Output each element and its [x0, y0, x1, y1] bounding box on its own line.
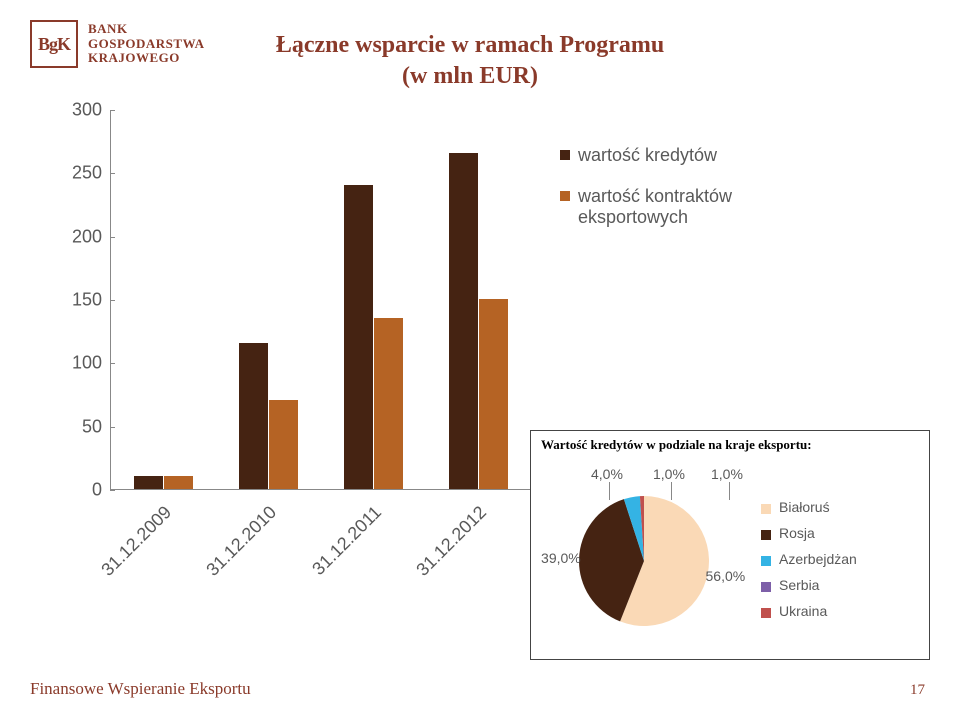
y-tick-label: 200 — [60, 226, 102, 247]
page-number: 17 — [910, 682, 925, 699]
leader-line — [671, 482, 672, 500]
brand-line2: GOSPODARSTWA — [88, 37, 205, 52]
bar — [479, 299, 508, 489]
leader-line — [609, 482, 610, 500]
bar — [269, 400, 298, 489]
bar-chart-title: Łączne wsparcie w ramach Programu(w mln … — [230, 30, 710, 92]
y-tick-mark — [110, 490, 115, 491]
legend-swatch — [761, 582, 771, 592]
legend-label: Ukraina — [779, 603, 827, 619]
pie-svg — [579, 496, 709, 626]
bar-plot-area — [110, 110, 530, 490]
pie-chart-title: Wartość kredytów w podziale na kraje eks… — [531, 431, 929, 455]
pie-legend-item: Ukraina — [761, 603, 857, 619]
x-category-label: 31.12.2011 — [371, 502, 386, 517]
legend-swatch — [761, 556, 771, 566]
y-tick-mark — [110, 237, 115, 238]
y-tick-mark — [110, 173, 115, 174]
logo-letters: BgK — [38, 34, 70, 55]
pie-slice-label: 39,0% — [541, 550, 581, 566]
bar-legend-item: wartość kredytów — [560, 145, 738, 166]
legend-label: Białoruś — [779, 499, 830, 515]
y-tick-label: 100 — [60, 353, 102, 374]
x-category-label: 31.12.2012 — [476, 502, 491, 517]
legend-label: wartość kontraktów eksportowych — [578, 186, 738, 228]
pie-legend-item: Azerbejdżan — [761, 551, 857, 567]
y-tick-label: 250 — [60, 163, 102, 184]
y-tick-mark — [110, 363, 115, 364]
leader-line — [729, 482, 730, 500]
x-category-label: 31.12.2010 — [266, 502, 281, 517]
legend-swatch — [560, 191, 570, 201]
y-tick-mark — [110, 300, 115, 301]
bar — [239, 343, 268, 489]
y-tick-mark — [110, 427, 115, 428]
pie-slice-label: 56,0% — [706, 568, 746, 584]
bar — [344, 185, 373, 489]
y-tick-label: 300 — [60, 100, 102, 121]
pie-small-label: 1,0% — [711, 466, 743, 482]
brand-name: BANK GOSPODARSTWA KRAJOWEGO — [88, 22, 205, 67]
pie-wrap: 56,0% 39,0% 4,0% 1,0% 1,0% — [531, 458, 761, 648]
y-tick-label: 0 — [60, 480, 102, 501]
legend-label: wartość kredytów — [578, 145, 717, 166]
brand-line1: BANK — [88, 22, 205, 37]
legend-swatch — [761, 530, 771, 540]
x-category-label: 31.12.2009 — [161, 502, 176, 517]
pie-legend-item: Serbia — [761, 577, 857, 593]
bar — [374, 318, 403, 489]
y-tick-label: 50 — [60, 416, 102, 437]
bar-legend-item: wartość kontraktów eksportowych — [560, 186, 738, 228]
pie-legend: Białoruś Rosja Azerbejdżan Serbia Ukraina — [761, 477, 857, 629]
pie-small-label: 4,0% — [591, 466, 623, 482]
logo-icon: BgK — [30, 20, 78, 68]
bar — [449, 153, 478, 489]
pie-legend-item: Rosja — [761, 525, 857, 541]
brand-line3: KRAJOWEGO — [88, 51, 205, 66]
bar — [134, 476, 163, 489]
pie-legend-item: Białoruś — [761, 499, 857, 515]
bar-legend: wartość kredytów wartość kontraktów ekspo… — [560, 145, 738, 248]
y-tick-mark — [110, 110, 115, 111]
footer-text: Finansowe Wspieranie Eksportu — [30, 679, 251, 699]
legend-label: Serbia — [779, 577, 819, 593]
legend-swatch — [761, 608, 771, 618]
pie-chart-panel: Wartość kredytów w podziale na kraje eks… — [530, 430, 930, 660]
bar — [164, 476, 193, 489]
legend-swatch — [560, 150, 570, 160]
pie-small-label: 1,0% — [653, 466, 685, 482]
y-tick-label: 150 — [60, 290, 102, 311]
legend-label: Azerbejdżan — [779, 551, 857, 567]
legend-swatch — [761, 504, 771, 514]
legend-label: Rosja — [779, 525, 815, 541]
brand-logo: BgK BANK GOSPODARSTWA KRAJOWEGO — [30, 20, 205, 68]
